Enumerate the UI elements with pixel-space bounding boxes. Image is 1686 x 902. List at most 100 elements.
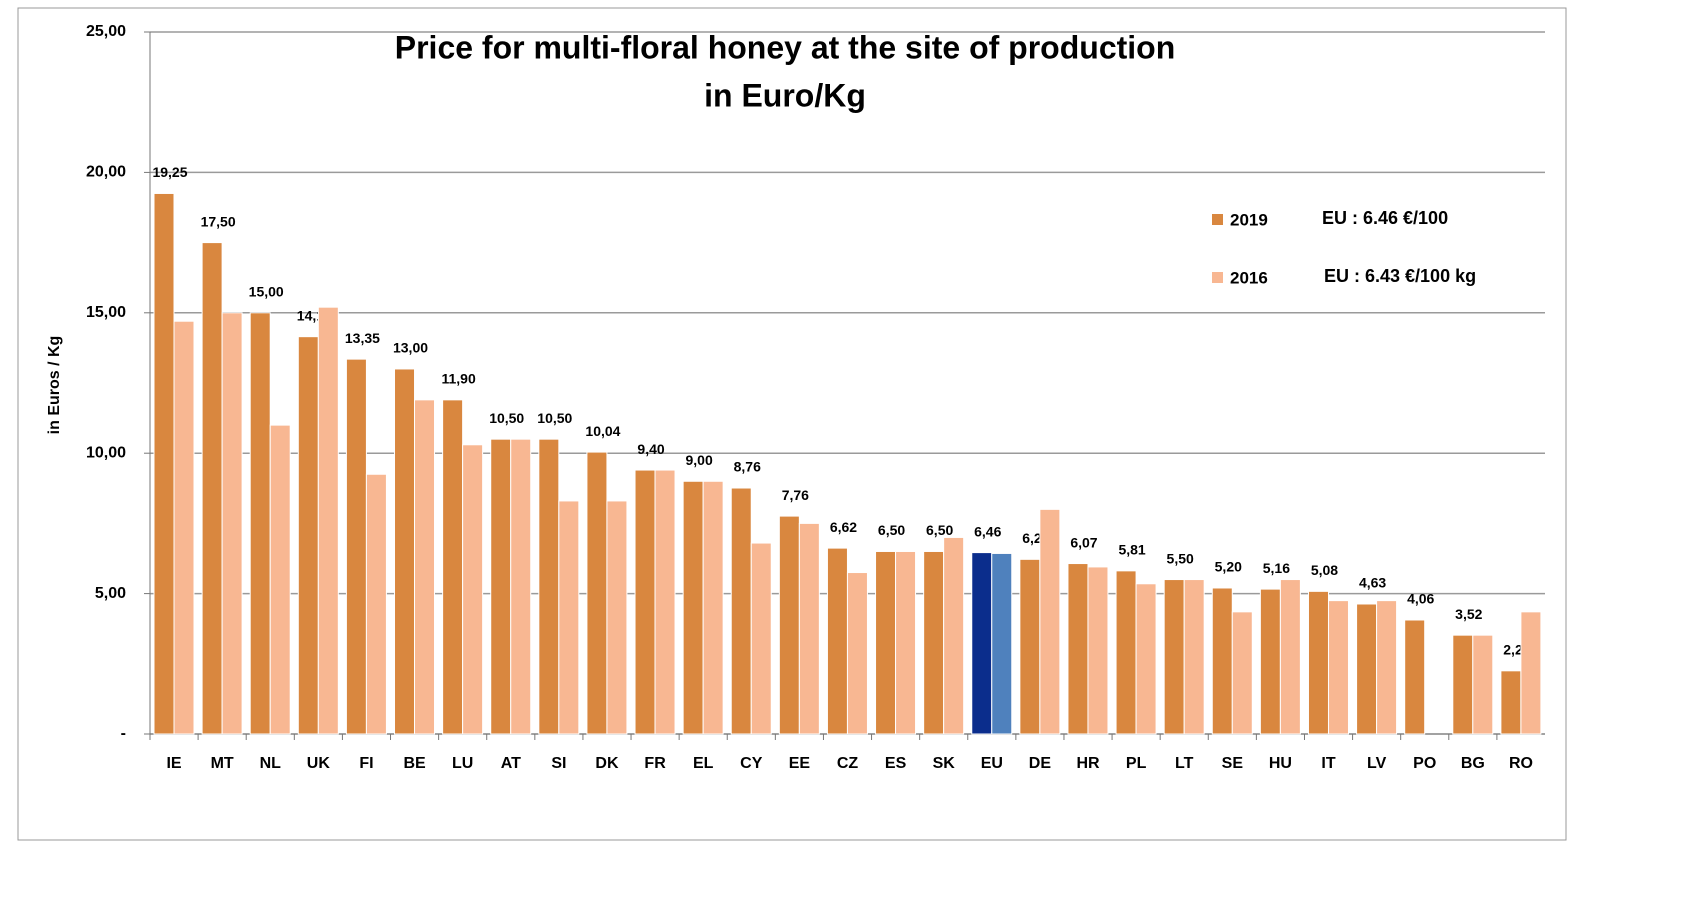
bar xyxy=(153,192,175,735)
bar xyxy=(778,515,800,735)
data-label: 13,35 xyxy=(345,330,380,346)
bar xyxy=(1327,600,1349,735)
x-tick-label: LT xyxy=(1175,755,1194,772)
bar xyxy=(586,451,608,735)
chart-border xyxy=(17,7,1567,841)
x-tick-label: BG xyxy=(1461,755,1485,772)
bar xyxy=(490,438,512,735)
data-label: 6,62 xyxy=(830,519,857,535)
x-tick-label: EU xyxy=(981,755,1003,772)
x-tick-label: FR xyxy=(644,755,666,772)
data-label: 6,50 xyxy=(926,522,953,538)
bar xyxy=(221,312,243,735)
data-label: 19,25 xyxy=(152,164,187,180)
bar xyxy=(826,547,848,735)
x-tick-label: LU xyxy=(452,755,473,772)
bar xyxy=(1404,619,1426,735)
bar xyxy=(442,399,464,735)
bar xyxy=(173,320,195,735)
bar xyxy=(394,368,416,735)
y-tick-label: 10,00 xyxy=(86,444,126,461)
x-tick-label: EE xyxy=(789,755,811,772)
bar xyxy=(943,536,965,735)
bar xyxy=(538,438,560,735)
bar xyxy=(297,336,319,735)
bar xyxy=(1520,611,1542,735)
bar xyxy=(1067,563,1089,735)
x-tick-label: DK xyxy=(595,755,619,772)
y-tick-label: 15,00 xyxy=(86,304,126,321)
x-tick-label: CZ xyxy=(837,755,859,772)
bar xyxy=(1019,558,1041,735)
bar xyxy=(1115,570,1137,735)
bar xyxy=(702,480,724,735)
bar xyxy=(1183,579,1205,735)
data-label: 7,76 xyxy=(782,487,809,503)
data-label: 5,16 xyxy=(1263,560,1290,576)
bar xyxy=(249,312,271,735)
x-tick-label: ES xyxy=(885,755,907,772)
data-label: 6,50 xyxy=(878,522,905,538)
bar xyxy=(1500,670,1522,735)
bar xyxy=(846,572,868,735)
chart-title: Price for multi-floral honey at the site… xyxy=(395,29,1176,65)
data-label: 11,90 xyxy=(441,371,475,387)
bar xyxy=(414,399,436,735)
x-tick-label: LV xyxy=(1367,755,1387,772)
x-tick-label: DE xyxy=(1029,755,1052,772)
bar xyxy=(1135,583,1157,735)
bar xyxy=(1259,588,1281,735)
x-tick-label: SI xyxy=(551,755,566,772)
bar xyxy=(510,438,532,735)
data-label: 9,00 xyxy=(686,452,713,468)
data-label: 3,52 xyxy=(1455,606,1482,622)
y-tick-label: - xyxy=(121,725,126,742)
data-label: 10,50 xyxy=(489,410,524,426)
y-tick-label: 20,00 xyxy=(86,164,126,181)
bar xyxy=(1163,579,1185,735)
bar xyxy=(1356,603,1378,735)
x-tick-label: IT xyxy=(1321,755,1335,772)
x-tick-label: SK xyxy=(933,755,956,772)
data-label: 5,08 xyxy=(1311,562,1338,578)
bar xyxy=(654,469,676,735)
x-tick-label: UK xyxy=(307,755,331,772)
bar xyxy=(558,500,580,735)
data-label: 8,76 xyxy=(734,459,761,475)
x-tick-label: NL xyxy=(260,755,282,772)
bar xyxy=(798,522,820,735)
data-label: 5,81 xyxy=(1118,542,1145,558)
data-label: 17,50 xyxy=(201,213,236,229)
data-label: 15,00 xyxy=(249,284,284,300)
bar xyxy=(365,473,387,735)
bar xyxy=(634,469,656,735)
data-label: 9,40 xyxy=(637,441,664,457)
legend-swatch xyxy=(1212,272,1223,283)
bar xyxy=(1472,634,1494,735)
annotation: EU : 6.43 €/100 kg xyxy=(1324,266,1476,286)
data-label: 6,46 xyxy=(974,523,1001,539)
data-label: 10,04 xyxy=(585,423,620,439)
bar xyxy=(750,542,772,735)
data-label: 4,63 xyxy=(1359,575,1386,591)
legend-label: 2016 xyxy=(1230,268,1268,287)
x-tick-label: HR xyxy=(1076,755,1100,772)
x-tick-label: CY xyxy=(740,755,763,772)
bar xyxy=(345,358,367,735)
data-label: 10,50 xyxy=(537,410,572,426)
x-tick-label: PO xyxy=(1413,755,1436,772)
bar xyxy=(1039,508,1061,735)
bar xyxy=(1452,634,1474,735)
x-tick-label: SE xyxy=(1222,755,1244,772)
legend-label: 2019 xyxy=(1230,210,1268,229)
x-tick-label: IE xyxy=(166,755,181,772)
y-tick-label: 25,00 xyxy=(86,23,126,40)
bar xyxy=(991,552,1013,735)
legend-swatch xyxy=(1212,214,1223,225)
bar xyxy=(1307,590,1329,735)
x-tick-label: BE xyxy=(403,755,426,772)
bar xyxy=(269,424,291,735)
bar xyxy=(1376,600,1398,735)
